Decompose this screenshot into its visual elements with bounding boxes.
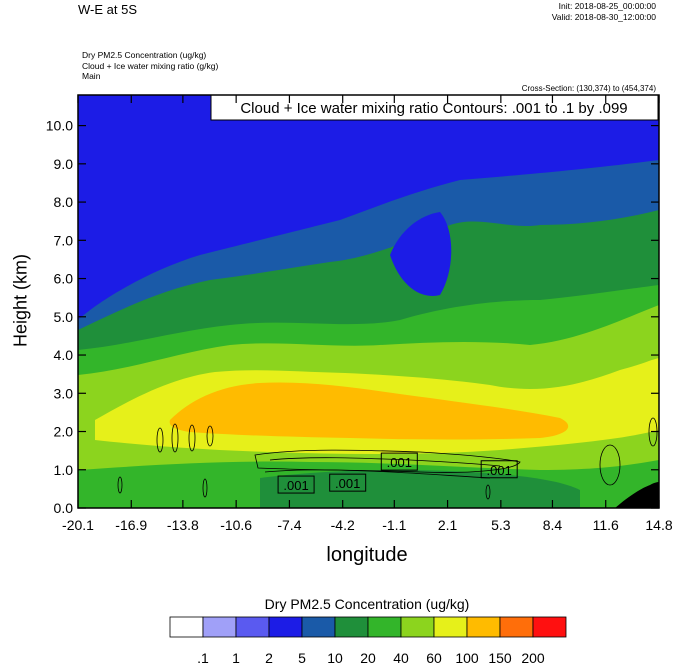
contour-labels: .001 .001 .001 .001: [277, 452, 518, 494]
contour-label-box: [329, 473, 367, 492]
colorbar-swatch: [169, 616, 204, 638]
colorbar-title: Dry PM2.5 Concentration (ug/kg): [264, 596, 470, 612]
colorbar-swatch: [532, 616, 567, 638]
colorbar-label: 60: [426, 650, 442, 666]
colorbar-swatch: [334, 616, 369, 638]
x-tick-label: -20.1: [62, 517, 94, 533]
colorbar-label: 1: [232, 650, 240, 666]
field-level-150: [169, 382, 569, 440]
colorbar-label: 10: [327, 650, 343, 666]
colorbar-swatch: [367, 616, 402, 638]
contour-label: .001: [335, 476, 360, 491]
contour-label: .001: [487, 463, 512, 478]
x-axis-label: longitude: [326, 544, 408, 566]
colorbar-label: 100: [455, 650, 479, 666]
time-info: Init: 2018-08-25_00:00:00 Valid: 2018-08…: [552, 1, 656, 23]
x-tick-label: -4.2: [331, 517, 355, 533]
contour-label: .001: [283, 478, 308, 493]
desc-main: Main: [82, 71, 101, 81]
colorbar-swatch: [202, 616, 237, 638]
y-tick-label: 9.0: [54, 156, 74, 172]
field-pocket-5: [390, 212, 452, 296]
contour-label-box: [480, 460, 518, 479]
terrain: [615, 482, 659, 508]
colorbar-label: 5: [298, 650, 306, 666]
colorbar-swatch: [235, 616, 270, 638]
valid-time: Valid: 2018-08-30_12:00:00: [551, 12, 656, 22]
x-tick-label: -16.9: [115, 517, 147, 533]
contour-label: .001: [387, 455, 412, 470]
colorbar-label: 40: [393, 650, 409, 666]
pm25-field: [78, 95, 659, 508]
plot-frame: [77, 94, 660, 509]
colorbar-swatch: [499, 616, 534, 638]
colorbar-label: .1: [197, 650, 209, 666]
colorbar-label: 2: [265, 650, 273, 666]
colorbar-label: 200: [521, 650, 545, 666]
init-time: Init: 2018-08-25_00:00:00: [558, 1, 656, 11]
y-tick-label: 2.0: [54, 424, 74, 440]
x-tick-label: -1.1: [382, 517, 406, 533]
colorbar-label: 150: [488, 650, 512, 666]
contour-label-box: [277, 475, 315, 494]
colorbar-swatch: [268, 616, 303, 638]
x-tick-label: 5.3: [491, 517, 511, 533]
y-axis: 0.0 1.0 2.0 3.0 4.0 5.0 6.0 7.0 8.0 9.0 10.0: [46, 118, 659, 516]
cross-section-label: Cross-Section: (130,374) to (454,374): [521, 84, 656, 93]
y-tick-label: 8.0: [54, 194, 74, 210]
colorbar-swatch: [466, 616, 501, 638]
colorbar: .1 1 2 5 10 20 40 60 100 150 200: [169, 616, 567, 666]
y-tick-label: 5.0: [54, 309, 74, 325]
x-tick-label: 2.1: [438, 517, 458, 533]
contour-label-box: [380, 452, 418, 471]
field-description: Dry PM2.5 Concentration (ug/kg) Cloud + …: [82, 50, 218, 82]
contour-title: Cloud + Ice water mixing ratio Contours:…: [240, 100, 627, 117]
y-tick-label: 10.0: [46, 118, 73, 134]
plot-title: W-E at 5S: [78, 2, 138, 17]
colorbar-swatch: [400, 616, 435, 638]
x-tick-label: 11.6: [593, 517, 619, 533]
x-tick-label: -10.6: [220, 517, 252, 533]
colorbar-swatch: [433, 616, 468, 638]
desc-pm25: Dry PM2.5 Concentration (ug/kg): [82, 50, 207, 60]
x-tick-label: 8.4: [543, 517, 563, 533]
cloud-contours: [117, 417, 658, 500]
x-tick-label: -7.4: [277, 517, 301, 533]
y-tick-label: 1.0: [54, 462, 74, 478]
y-tick-label: 6.0: [54, 271, 74, 287]
desc-cloud: Cloud + Ice water mixing ratio (g/kg): [82, 60, 219, 71]
y-tick-label: 0.0: [54, 500, 74, 516]
colorbar-label: 20: [360, 650, 376, 666]
x-tick-label: 14.8: [645, 517, 672, 533]
y-tick-label: 7.0: [54, 232, 74, 248]
y-tick-label: 3.0: [54, 385, 74, 401]
y-tick-label: 4.0: [54, 347, 74, 363]
x-axis: -20.1 -16.9 -13.8 -10.6 -7.4 -4.2 -1.1 2.1 5.3 8.…: [62, 95, 673, 533]
x-tick-label: -13.8: [167, 517, 199, 533]
colorbar-swatch: [301, 616, 336, 638]
y-axis-label: Height (km): [10, 254, 31, 348]
field-surface-20: [260, 470, 580, 508]
